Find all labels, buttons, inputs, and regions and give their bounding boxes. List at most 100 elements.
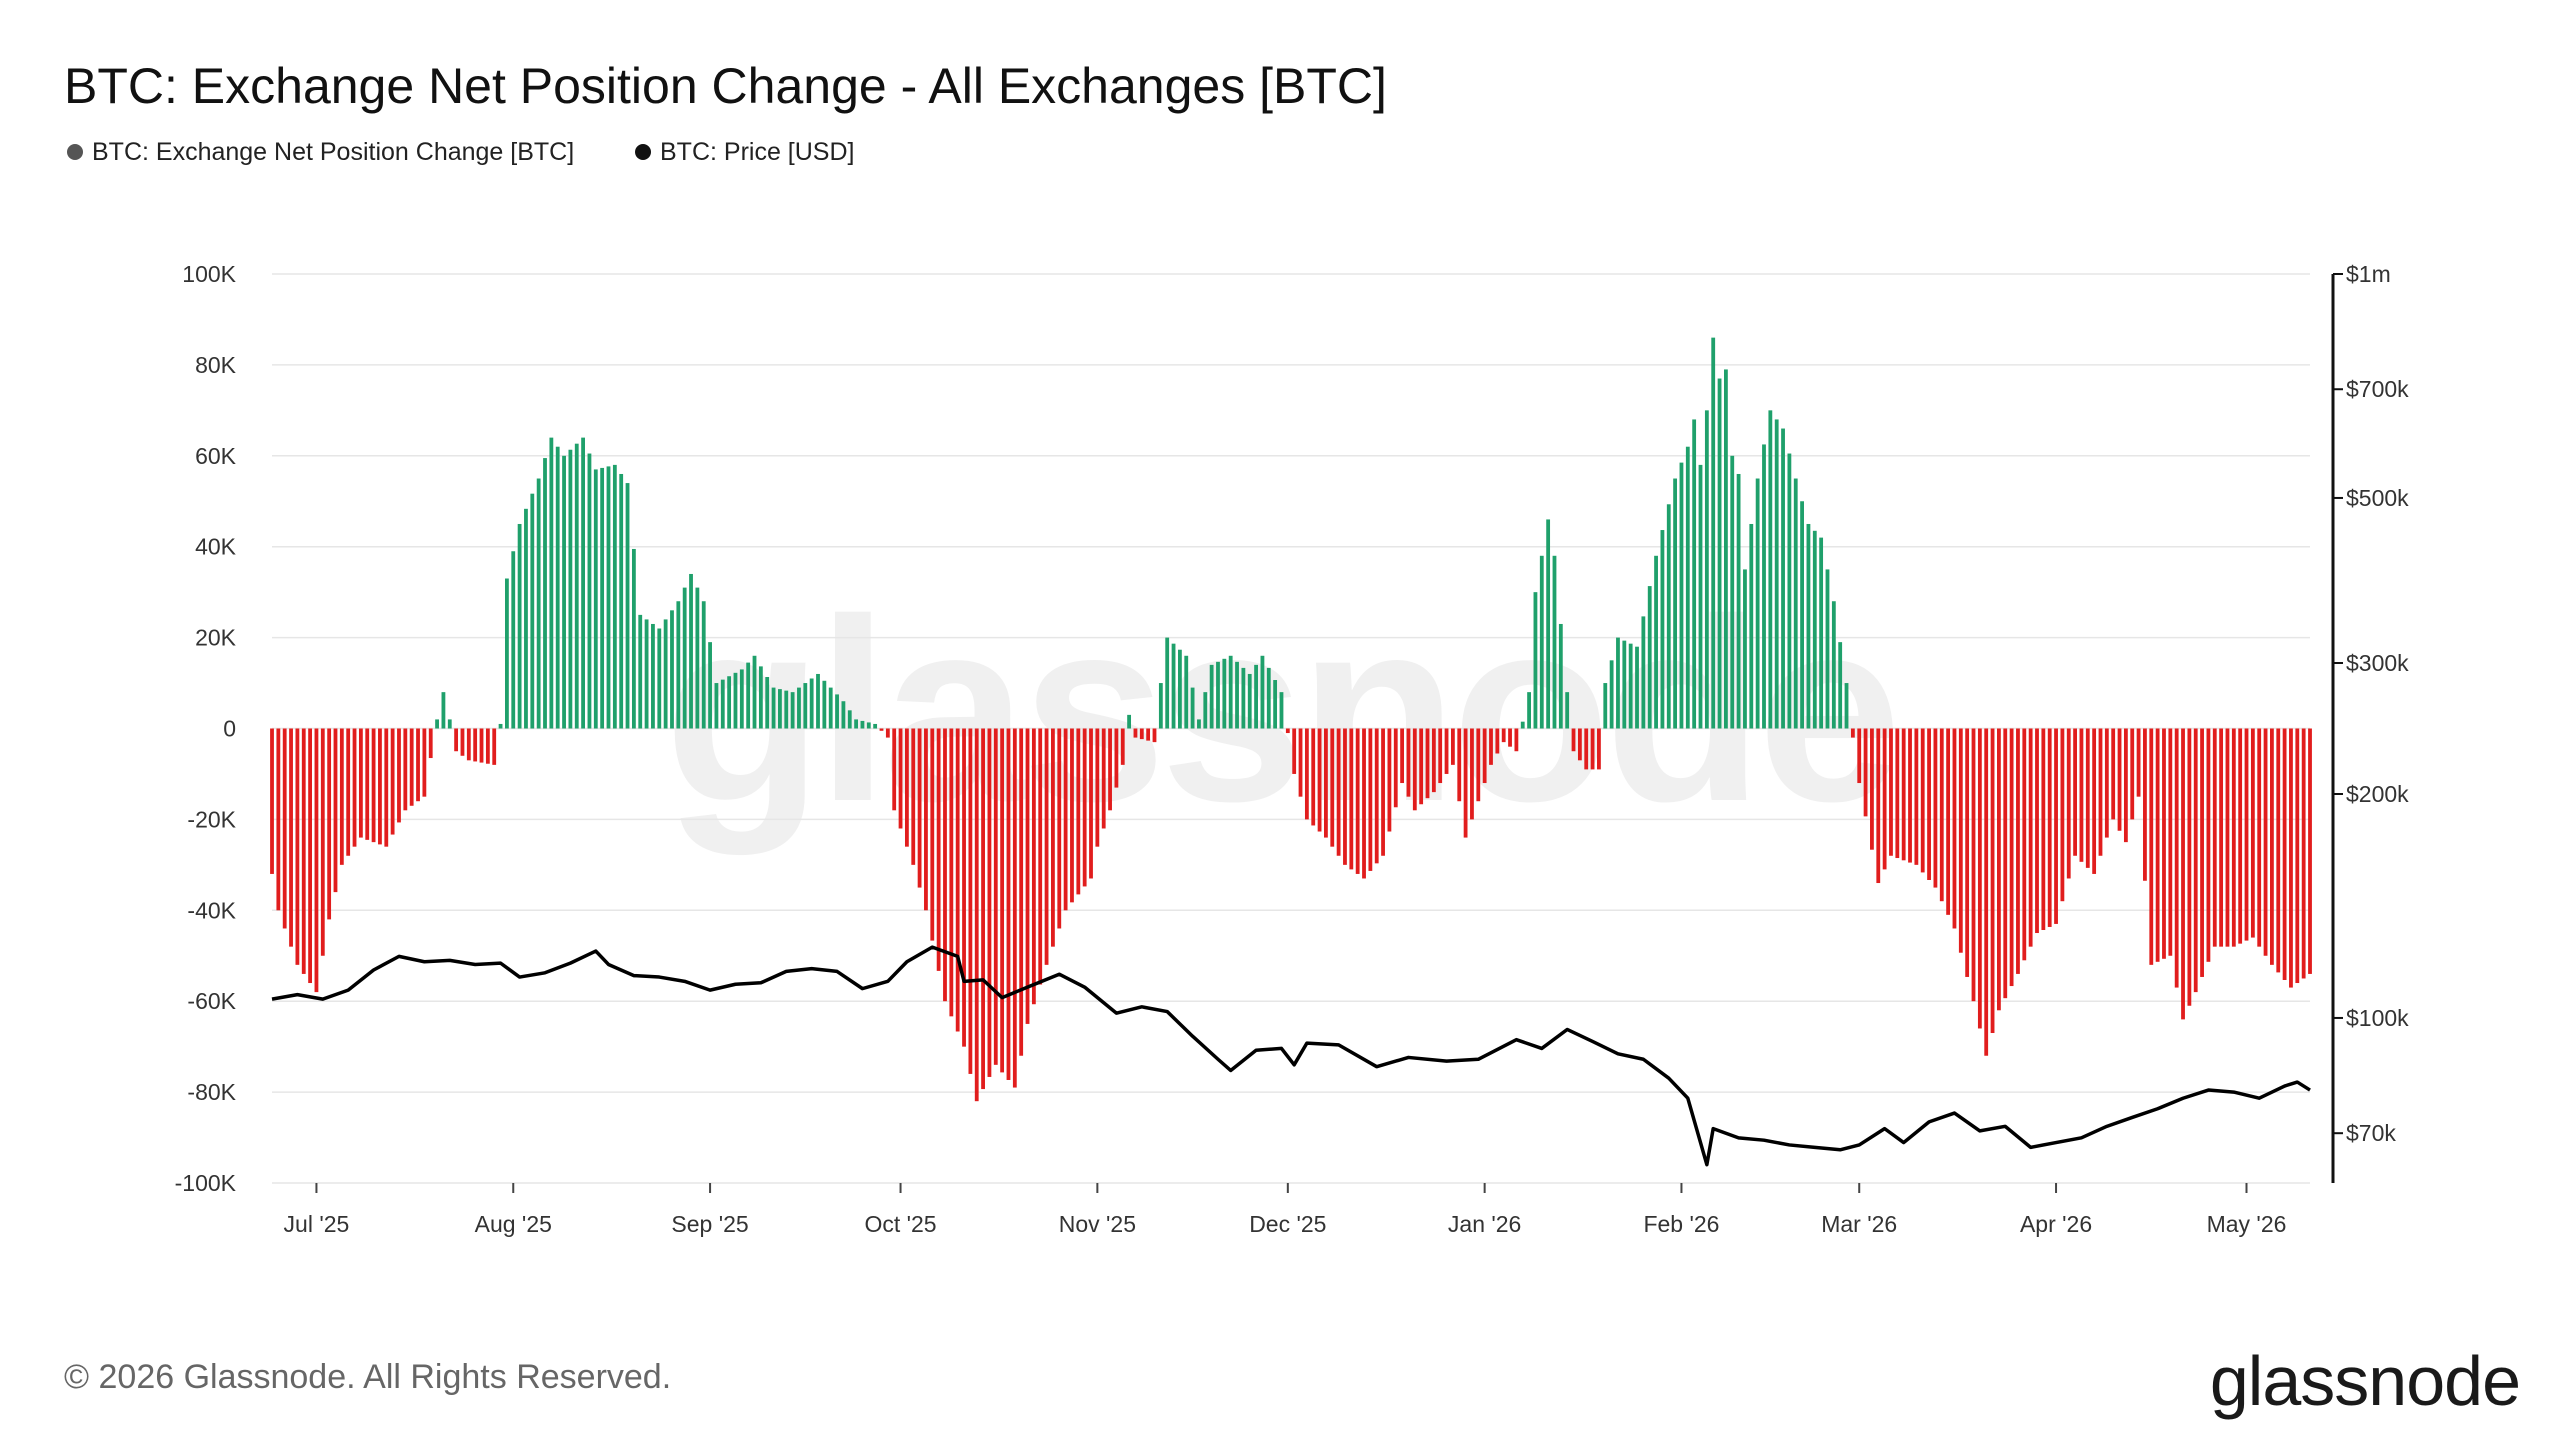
net-position-bar: [1857, 728, 1862, 784]
chart-title: BTC: Exchange Net Position Change - All …: [64, 58, 1387, 114]
y-left-tick-label: 40K: [195, 534, 237, 560]
net-position-bar: [562, 455, 566, 729]
net-position-bar: [638, 614, 643, 729]
x-tick-label: Sep '25: [671, 1211, 748, 1237]
net-position-bar: [2092, 728, 2097, 874]
net-position-bar: [695, 587, 700, 729]
net-position-bar: [1177, 649, 1182, 729]
net-position-bar: [784, 690, 789, 729]
net-position-bar: [911, 728, 916, 865]
net-position-bar: [866, 722, 871, 729]
legend-marker-net-position: [67, 144, 83, 160]
legend-marker-price: [635, 144, 651, 160]
net-position-bar: [854, 719, 859, 729]
net-position-bar: [1889, 728, 1893, 856]
net-position-bar: [1362, 728, 1366, 879]
net-position-bar: [1152, 728, 1157, 743]
net-position-bar: [2174, 728, 2179, 988]
net-position-bar: [1749, 523, 1754, 729]
net-position-bar: [1660, 530, 1665, 729]
net-position-bar: [803, 683, 808, 729]
net-position-bar: [2276, 728, 2281, 973]
net-position-bar: [536, 478, 541, 729]
net-position-bar: [1400, 728, 1405, 784]
net-position-bar: [1571, 728, 1576, 752]
net-position-bar: [1514, 728, 1519, 752]
net-position-bar: [2295, 728, 2300, 984]
net-position-bar: [2206, 728, 2211, 962]
net-position-bar: [727, 676, 732, 729]
net-position-bar: [1082, 728, 1087, 887]
net-position-bar: [1063, 728, 1068, 911]
net-position-bar: [778, 689, 782, 729]
net-position-bar: [1730, 455, 1735, 729]
net-position-bar: [1158, 683, 1163, 729]
net-position-bar: [2200, 728, 2204, 977]
net-position-bar: [943, 728, 947, 1002]
net-position-bar: [1298, 728, 1303, 797]
x-tick-label: Dec '25: [1249, 1211, 1326, 1237]
net-position-bar: [2079, 728, 2084, 862]
net-position-bar: [1787, 453, 1792, 729]
net-position-bar: [1457, 728, 1462, 802]
net-position-bar: [1527, 692, 1531, 729]
net-position-bar: [1698, 464, 1703, 729]
net-position-bar: [460, 728, 465, 756]
net-position-bar: [549, 437, 554, 729]
net-position-bar: [1997, 728, 2001, 1011]
net-position-bar: [1285, 728, 1290, 734]
net-position-bar: [1704, 410, 1709, 729]
net-position-bar: [505, 578, 509, 729]
net-position-bar: [1831, 601, 1836, 729]
net-position-bar: [1800, 501, 1804, 729]
net-position-bar: [454, 728, 459, 752]
net-position-bar: [1977, 728, 1982, 1029]
net-position-bar: [689, 573, 693, 729]
net-position-bar: [1139, 728, 1144, 740]
net-position-bar: [847, 710, 852, 729]
net-position-bar: [416, 728, 420, 802]
net-position-bar: [1470, 728, 1474, 820]
y-left-tick-label: -20K: [187, 806, 236, 832]
y-left-tick-label: 0: [223, 716, 236, 742]
copyright-text: © 2026 Glassnode. All Rights Reserved.: [64, 1358, 671, 1396]
net-position-bar: [1431, 728, 1436, 793]
net-position-bar: [1051, 728, 1055, 947]
net-position-bar: [2003, 728, 2008, 999]
net-position-bar: [1628, 643, 1633, 729]
net-position-bar: [828, 687, 833, 729]
net-position-bar: [1025, 728, 1030, 1024]
net-position-bar: [1216, 661, 1220, 729]
net-position-bar: [1584, 728, 1589, 770]
net-position-bar: [1190, 687, 1195, 729]
net-position-bar: [2047, 728, 2052, 927]
net-position-bar: [1209, 664, 1214, 729]
net-position-bar: [600, 467, 605, 729]
y-right-tick-label: $70k: [2346, 1120, 2396, 1146]
net-position-bar: [955, 728, 960, 1032]
net-position-bar: [879, 728, 884, 731]
left-axis: 100K 80K 60K 40K 20K 0 -20K -40K -60K -80K -100K: [175, 261, 237, 1196]
net-position-bar: [1368, 728, 1373, 871]
net-position-bar: [403, 728, 408, 811]
y-right-tick-label: $700k: [2346, 376, 2409, 402]
net-position-bar: [2073, 728, 2077, 856]
net-position-bar: [1622, 640, 1627, 729]
net-position-bar: [2212, 728, 2217, 947]
net-position-bar: [1266, 667, 1271, 729]
net-position-bar: [1743, 569, 1747, 729]
net-position-bar: [333, 728, 338, 893]
net-position-bar: [1958, 728, 1963, 953]
net-position-bar: [619, 473, 624, 729]
x-tick-label: Apr '26: [2020, 1211, 2092, 1237]
net-position-bar: [1120, 728, 1125, 765]
net-position-bar: [1095, 728, 1100, 847]
net-position-bar: [1006, 728, 1011, 1080]
net-position-bar: [1654, 555, 1658, 729]
net-position-bar: [1222, 658, 1227, 729]
net-position-bar: [2263, 728, 2268, 956]
net-position-bar: [384, 728, 389, 847]
net-position-bar: [2111, 728, 2116, 820]
net-position-bar: [1908, 728, 1912, 863]
net-position-bar: [949, 728, 954, 1017]
